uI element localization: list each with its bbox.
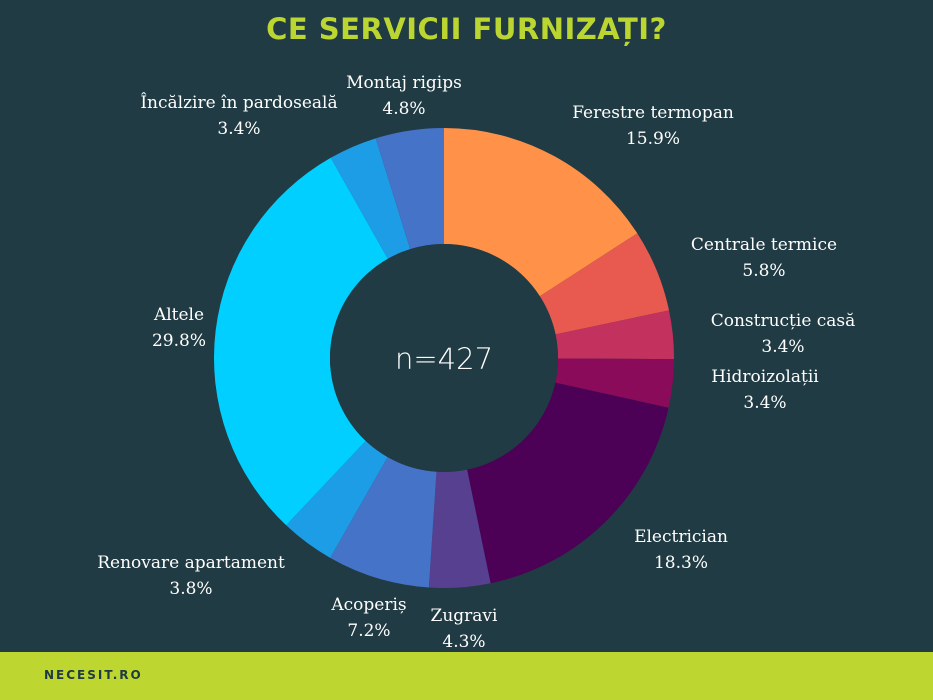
donut-hole: [330, 244, 558, 472]
slice-value-label: 5.8%: [742, 261, 785, 281]
slice-hidroizola-ii: [555, 358, 674, 408]
slice-label: Ferestre termopan: [572, 103, 734, 123]
slice-label: Încălzire în pardoseală: [140, 92, 337, 113]
slice-value-label: 18.3%: [654, 553, 708, 573]
slice-value-label: 3.4%: [217, 119, 260, 139]
slice-labels: Ferestre termopan 15.9% Centrale termice 5.…: [97, 73, 855, 652]
slice-value-label: 15.9%: [626, 129, 680, 149]
slice--nc-lzire-n-pardoseal-: [330, 138, 411, 259]
slice-montaj-rigips: [375, 128, 444, 250]
slice-label: Montaj rigips: [346, 73, 462, 93]
donut-chart: n=427 Ferestre termopan 15.9% Centrale ter…: [97, 73, 855, 652]
donut-slices: [214, 128, 674, 588]
slice-zugravi: [428, 469, 491, 588]
slice-value-label: 3.8%: [169, 579, 212, 599]
slice-value-label: 3.4%: [761, 337, 804, 357]
slice-electrician: [467, 382, 669, 584]
footer-bar: NECESIT.RO: [0, 652, 933, 700]
slice-label: Construcție casă: [711, 311, 856, 331]
slice-renovare-apartament: [286, 440, 388, 558]
slice-label: Electrician: [634, 527, 728, 547]
slice-value-label: 4.8%: [382, 99, 425, 119]
slice-label: Altele: [153, 305, 204, 325]
center-label: n=427: [395, 342, 493, 376]
slice-value-label: 4.3%: [442, 632, 485, 652]
slice-label: Renovare apartament: [97, 553, 285, 573]
slice-label: Zugravi: [431, 606, 499, 626]
slice-centrale-termice: [539, 233, 670, 335]
slice-value-label: 29.8%: [152, 331, 206, 351]
slice-construc-ie-cas-: [555, 310, 674, 360]
slice-value-label: 7.2%: [347, 621, 390, 641]
slice-ferestre-termopan: [444, 128, 638, 297]
chart-title: CE SERVICII FURNIZAȚI?: [266, 12, 667, 46]
slice-label: Acoperiș: [330, 595, 406, 615]
slice-label: Centrale termice: [691, 235, 837, 255]
slice-label: Hidroizolații: [711, 367, 819, 387]
slice-acoperi-: [330, 457, 437, 588]
brand-logo: NECESIT.RO: [44, 668, 143, 682]
slice-altele: [214, 157, 388, 526]
slice-value-label: 3.4%: [743, 393, 786, 413]
